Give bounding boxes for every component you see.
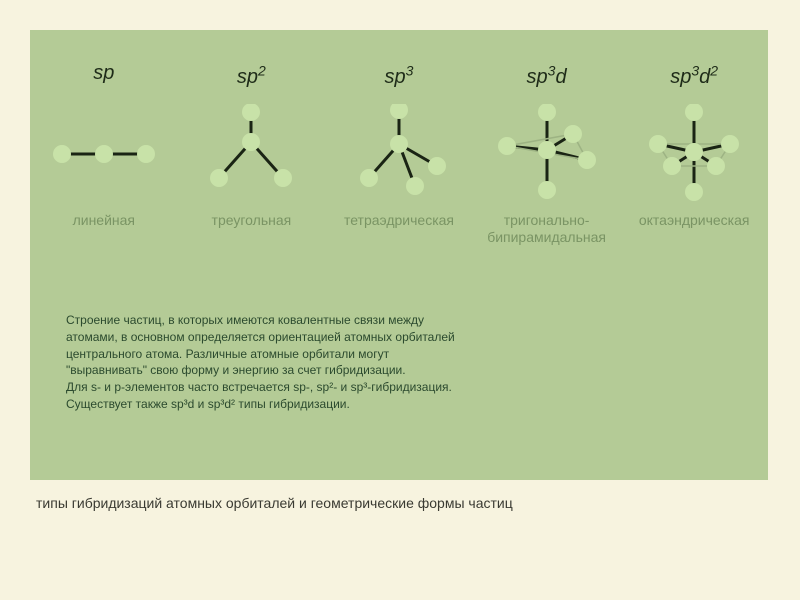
atom-node	[406, 177, 424, 195]
atom-node	[538, 141, 556, 159]
molecule-diagram	[624, 104, 764, 204]
shape-labels-row: линейнаятреугольнаятетраэдрическаятригон…	[30, 212, 768, 246]
molecule-diagram	[477, 104, 617, 204]
molecule-diagram	[181, 104, 321, 204]
molecule-diagram	[34, 104, 174, 204]
atom-node	[498, 137, 516, 155]
atom-node	[685, 183, 703, 201]
atom-node	[707, 157, 725, 175]
page: sp sp2 sp3 sp3d sp3d2 линейнаятреугольнаятет…	[0, 0, 800, 600]
atom-node	[685, 104, 703, 121]
hybridization-label: sp	[93, 62, 114, 84]
atom-node	[137, 145, 155, 163]
atom-node	[538, 104, 556, 121]
atom-node	[428, 157, 446, 175]
atom-node	[53, 145, 71, 163]
hybridization-label: sp3	[385, 66, 414, 88]
hybridization-label: sp3d2	[670, 66, 718, 88]
atom-node	[210, 169, 228, 187]
shape-name-label: треугольная	[178, 212, 326, 229]
description-text: Строение частиц, в которых имеются ковал…	[66, 312, 455, 413]
atom-node	[360, 169, 378, 187]
atom-node	[721, 135, 739, 153]
atom-node	[390, 135, 408, 153]
atom-node	[538, 181, 556, 199]
figure-caption: типы гибридизаций атомных орбиталей и ге…	[36, 495, 513, 511]
atom-node	[649, 135, 667, 153]
atom-node	[578, 151, 596, 169]
hybridization-labels-row: sp sp2 sp3 sp3d sp3d2	[30, 62, 768, 89]
atom-node	[274, 169, 292, 187]
atom-node	[95, 145, 113, 163]
atom-node	[564, 125, 582, 143]
hybridization-label: sp2	[237, 66, 266, 88]
atom-node	[390, 104, 408, 119]
shape-name-label: тетраэдрическая	[325, 212, 473, 229]
molecule-diagrams-row	[30, 104, 768, 204]
shape-name-label: тригонально- бипирамидальная	[473, 212, 621, 246]
atom-node	[242, 133, 260, 151]
atom-node	[685, 143, 703, 161]
molecule-diagram	[329, 104, 469, 204]
hybridization-label: sp3d	[527, 66, 567, 88]
shape-name-label: линейная	[30, 212, 178, 229]
shape-name-label: октаэндрическая	[620, 212, 768, 229]
atom-node	[663, 157, 681, 175]
atom-node	[242, 104, 260, 121]
